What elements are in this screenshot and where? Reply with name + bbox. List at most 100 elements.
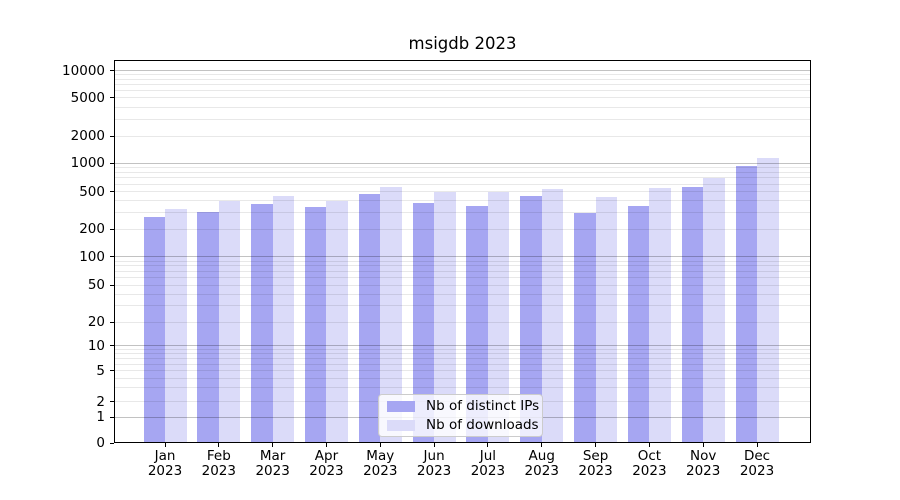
gridline-300 [115, 212, 810, 214]
bar-jul-downloads [487, 192, 510, 443]
legend-label-distinct-ips: Nb of distinct IPs [426, 397, 540, 414]
y-tick-mark-100 [110, 256, 114, 258]
y-tick-label-10: 10 [87, 337, 105, 354]
x-tick-mark-jun [433, 443, 435, 447]
y-tick-label-5000: 5000 [70, 89, 105, 106]
legend-swatch-downloads [387, 419, 415, 431]
gridline-7000 [115, 84, 810, 86]
gridline-2000 [115, 135, 810, 137]
x-tick-label-jan: Jan 2023 [147, 448, 183, 479]
gridline-30 [115, 305, 810, 307]
y-tick-label-5: 5 [96, 362, 105, 379]
x-tick-mark-mar [272, 443, 274, 447]
gridline-5 [115, 370, 810, 372]
gridline-600 [115, 183, 810, 185]
x-tick-label-jul: Jul 2023 [470, 448, 506, 479]
gridline-700 [115, 177, 810, 179]
gridline-400 [115, 200, 810, 202]
bar-may-distinct-ips [358, 194, 381, 443]
y-tick-label-20: 20 [87, 314, 105, 331]
y-tick-label-2000: 2000 [70, 128, 105, 145]
gridline-500 [115, 191, 810, 192]
y-tick-mark-10000 [110, 70, 114, 71]
x-tick-mark-sep [595, 443, 597, 447]
bar-sep-distinct-ips [574, 212, 596, 443]
gridline-80 [115, 265, 810, 267]
bar-dec-distinct-ips [735, 166, 758, 443]
x-tick-mark-apr [325, 443, 327, 447]
gridline-8000 [115, 78, 810, 80]
y-tick-label-2: 2 [96, 393, 105, 410]
bar-jun-downloads [434, 191, 456, 443]
bar-dec-downloads [757, 158, 779, 443]
y-tick-mark-0 [110, 442, 114, 444]
bar-aug-downloads [541, 188, 564, 443]
y-tick-label-1: 1 [96, 409, 105, 425]
bar-oct-distinct-ips [627, 205, 650, 443]
gridline-800 [115, 171, 810, 173]
gridline-60 [115, 277, 810, 279]
gridline-50 [115, 284, 810, 286]
gridline-10 [115, 345, 810, 347]
legend-item-distinct-ips: Nb of distinct IPs [387, 398, 539, 414]
gridline-90 [115, 260, 810, 262]
gridline-5000 [115, 97, 810, 99]
y-tick-mark-2000 [110, 135, 114, 137]
x-tick-label-apr: Apr 2023 [309, 448, 344, 479]
x-tick-label-oct: Oct 2023 [632, 448, 667, 479]
bar-jun-distinct-ips [412, 202, 435, 443]
bar-mar-distinct-ips [251, 203, 273, 443]
bar-feb-downloads [218, 200, 241, 443]
y-tick-label-200: 200 [79, 221, 105, 238]
x-tick-label-sep: Sep 2023 [578, 448, 613, 479]
y-tick-label-100: 100 [79, 248, 105, 265]
gridline-3000 [115, 118, 810, 120]
y-tick-mark-10 [110, 345, 114, 347]
gridline-7 [115, 358, 810, 360]
gridline-900 [115, 167, 810, 169]
y-tick-mark-5000 [110, 97, 114, 99]
y-tick-mark-50 [110, 284, 114, 286]
gridline-4000 [115, 106, 810, 108]
legend-swatch-distinct-ips [387, 400, 415, 412]
bar-jul-distinct-ips [466, 205, 488, 443]
y-tick-label-50: 50 [87, 277, 105, 293]
x-tick-mark-dec [756, 443, 758, 447]
gridline-40 [115, 293, 810, 295]
gridline-10000 [115, 70, 810, 71]
bar-apr-distinct-ips [304, 207, 327, 443]
y-tick-label-1000: 1000 [70, 155, 105, 172]
y-tick-mark-200 [110, 228, 114, 230]
gridline-6000 [115, 90, 810, 92]
gridline-100 [115, 256, 810, 258]
chart-title: msigdb 2023 [408, 34, 517, 53]
bar-jan-downloads [165, 208, 187, 443]
bar-nov-downloads [703, 177, 725, 443]
x-tick-mark-feb [218, 443, 220, 447]
bar-mar-downloads [272, 196, 295, 443]
y-tick-mark-1000 [110, 162, 114, 164]
gridline-3 [115, 387, 810, 389]
bar-feb-distinct-ips [197, 211, 219, 443]
gridline-200 [115, 228, 810, 230]
x-tick-mark-nov [702, 443, 704, 447]
gridline-20 [115, 321, 810, 323]
bar-jan-distinct-ips [143, 216, 165, 443]
x-tick-label-may: May 2023 [363, 448, 398, 479]
gridline-8 [115, 353, 810, 355]
legend-item-downloads: Nb of downloads [387, 417, 539, 433]
y-tick-mark-1 [110, 416, 114, 418]
gridline-9000 [115, 74, 810, 76]
x-tick-mark-jul [487, 443, 489, 447]
gridline-9 [115, 349, 810, 350]
x-tick-label-nov: Nov 2023 [686, 448, 721, 479]
y-tick-mark-5 [110, 370, 114, 372]
gridline-70 [115, 270, 810, 272]
y-tick-mark-2 [110, 401, 114, 402]
bar-sep-downloads [595, 197, 618, 443]
x-tick-mark-aug [541, 443, 543, 447]
x-tick-mark-may [379, 443, 381, 447]
x-tick-label-feb: Feb 2023 [201, 448, 236, 479]
x-tick-label-dec: Dec 2023 [739, 448, 775, 479]
